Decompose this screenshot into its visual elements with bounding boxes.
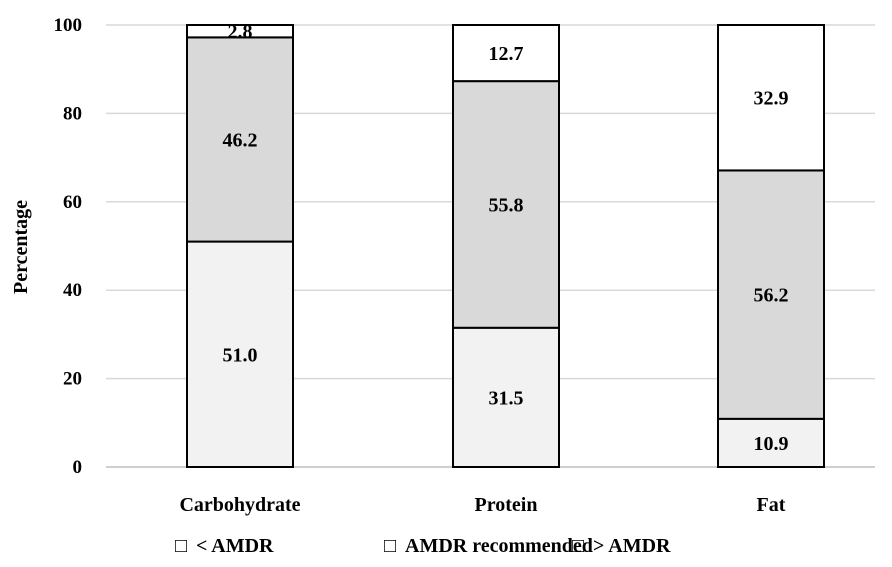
bar-segment bbox=[452, 80, 560, 329]
y-tick-label: 0 bbox=[73, 457, 83, 478]
y-axis-title: Percentage bbox=[10, 200, 32, 294]
bar-segment bbox=[717, 169, 825, 420]
bar-segment bbox=[717, 24, 825, 172]
legend: □ < AMDR □ AMDR recommended□ > AMDR bbox=[175, 535, 671, 557]
legend-marker: □ bbox=[384, 535, 396, 557]
bar-segment bbox=[717, 417, 825, 468]
data-label: 55.8 bbox=[489, 194, 524, 216]
y-tick-label: 40 bbox=[63, 280, 82, 301]
legend-marker: □ bbox=[572, 535, 584, 557]
data-label: 31.5 bbox=[489, 387, 524, 409]
bar-segment bbox=[186, 36, 294, 243]
data-label: 10.9 bbox=[754, 433, 789, 455]
legend-label: AMDR recommended bbox=[405, 535, 593, 557]
legend-marker: □ bbox=[175, 535, 187, 557]
x-tick-label: Carbohydrate bbox=[179, 494, 300, 516]
data-label: 32.9 bbox=[754, 88, 789, 110]
bars bbox=[186, 24, 825, 468]
data-label: 46.2 bbox=[223, 129, 258, 151]
y-tick-label: 100 bbox=[54, 15, 83, 36]
data-label: 12.7 bbox=[489, 43, 524, 65]
y-tick-label: 80 bbox=[63, 103, 82, 124]
bar-segment bbox=[452, 24, 560, 83]
y-tick-label: 60 bbox=[63, 192, 82, 213]
data-label: 2.8 bbox=[228, 21, 253, 43]
x-tick-label: Protein bbox=[475, 494, 538, 516]
bar-segment bbox=[452, 326, 560, 468]
bar-segment bbox=[186, 24, 294, 39]
legend-label: > AMDR bbox=[593, 535, 671, 557]
legend-label: < AMDR bbox=[196, 535, 274, 557]
data-label: 56.2 bbox=[754, 285, 789, 307]
y-tick-label: 20 bbox=[63, 369, 82, 390]
x-tick-label: Fat bbox=[757, 494, 786, 516]
bar-segment bbox=[186, 240, 294, 468]
data-labels: 51.0 46.2 2.8 31.5 55.8 12.7 10.9 56.2 32.9 bbox=[223, 21, 789, 455]
data-label: 51.0 bbox=[223, 344, 258, 366]
